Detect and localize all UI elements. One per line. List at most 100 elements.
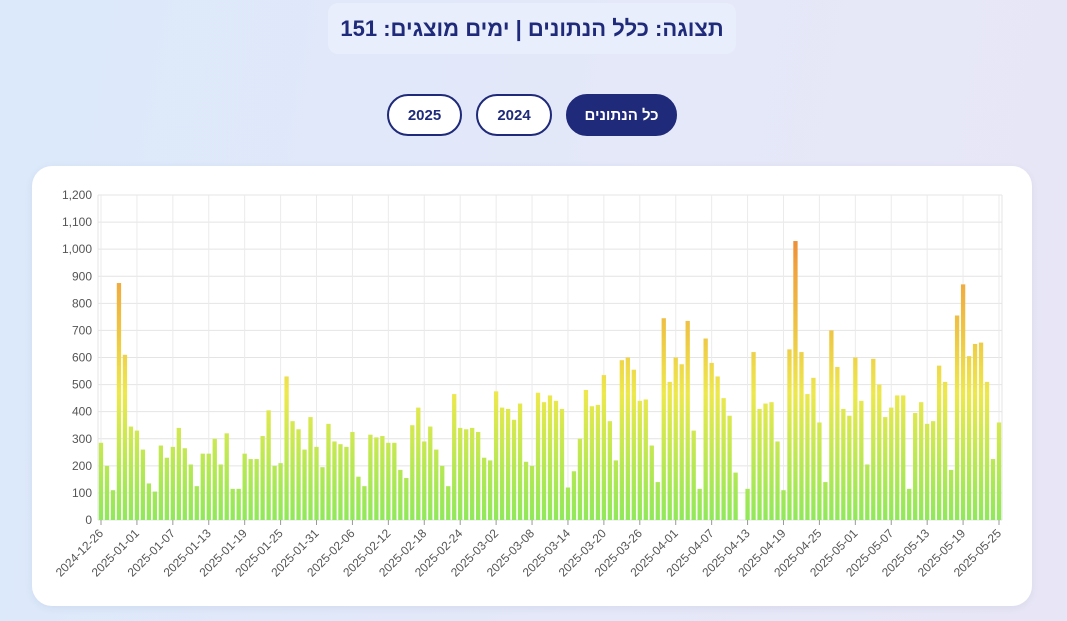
bar[interactable] xyxy=(152,491,158,520)
bar[interactable] xyxy=(206,453,211,520)
bar[interactable] xyxy=(721,398,726,521)
bar[interactable] xyxy=(98,442,104,520)
bar[interactable] xyxy=(529,465,535,520)
bar[interactable] xyxy=(577,438,583,520)
bar[interactable] xyxy=(685,320,690,520)
bar[interactable] xyxy=(877,384,882,520)
bar[interactable] xyxy=(380,436,385,520)
bar[interactable] xyxy=(847,415,852,520)
bar[interactable] xyxy=(290,421,295,520)
filter-all-button[interactable]: כל הנתונים xyxy=(566,94,677,136)
bar[interactable] xyxy=(446,486,451,520)
bar[interactable] xyxy=(715,376,720,520)
bar[interactable] xyxy=(122,354,128,520)
bar[interactable] xyxy=(404,478,409,520)
bar[interactable] xyxy=(547,395,553,520)
bar[interactable] xyxy=(470,427,475,520)
bar[interactable] xyxy=(499,407,505,520)
bar[interactable] xyxy=(350,431,355,520)
bar[interactable] xyxy=(948,469,954,520)
bar[interactable] xyxy=(625,357,630,521)
bar[interactable] xyxy=(655,482,660,520)
bar[interactable] xyxy=(996,422,1002,521)
bar[interactable] xyxy=(266,410,271,520)
bar[interactable] xyxy=(679,364,684,520)
bar[interactable] xyxy=(541,402,547,520)
bar[interactable] xyxy=(595,404,601,520)
bar[interactable] xyxy=(212,438,217,520)
bar[interactable] xyxy=(613,460,619,520)
bar[interactable] xyxy=(589,406,595,520)
bar[interactable] xyxy=(182,448,187,520)
bar[interactable] xyxy=(146,483,152,520)
bar[interactable] xyxy=(194,486,199,520)
bar[interactable] xyxy=(805,394,810,520)
bar[interactable] xyxy=(901,395,906,520)
bar[interactable] xyxy=(931,421,936,520)
bar[interactable] xyxy=(356,476,361,520)
bar[interactable] xyxy=(643,399,648,520)
bar[interactable] xyxy=(571,471,577,520)
bar[interactable] xyxy=(966,356,972,520)
bar[interactable] xyxy=(853,357,858,521)
bar[interactable] xyxy=(763,403,768,520)
bar[interactable] xyxy=(691,430,696,521)
bar[interactable] xyxy=(332,441,337,520)
bar[interactable] xyxy=(487,460,493,520)
bar[interactable] xyxy=(583,390,589,520)
filter-2024-button[interactable]: 2024 xyxy=(476,94,552,136)
bar[interactable] xyxy=(218,464,223,520)
bar[interactable] xyxy=(733,472,738,520)
bar[interactable] xyxy=(769,402,774,520)
bar[interactable] xyxy=(913,413,918,520)
bar[interactable] xyxy=(440,465,445,520)
bar[interactable] xyxy=(458,427,463,520)
bar[interactable] xyxy=(110,490,116,520)
bar[interactable] xyxy=(104,465,110,520)
bar[interactable] xyxy=(829,330,834,520)
bar[interactable] xyxy=(248,459,253,520)
bar[interactable] xyxy=(960,284,966,521)
bar[interactable] xyxy=(422,441,427,520)
bar[interactable] xyxy=(942,381,948,521)
bar[interactable] xyxy=(511,419,517,520)
bar[interactable] xyxy=(619,360,624,520)
bar[interactable] xyxy=(344,446,349,521)
bar[interactable] xyxy=(811,377,816,520)
bar[interactable] xyxy=(200,453,205,520)
bar[interactable] xyxy=(889,407,894,520)
bar[interactable] xyxy=(158,445,164,520)
bar[interactable] xyxy=(865,464,870,520)
bar[interactable] xyxy=(481,457,487,520)
bar[interactable] xyxy=(272,465,277,520)
bar[interactable] xyxy=(410,425,415,520)
bar[interactable] xyxy=(134,430,140,521)
bar[interactable] xyxy=(787,349,792,521)
bar[interactable] xyxy=(176,427,181,520)
bar[interactable] xyxy=(278,463,283,521)
bar[interactable] xyxy=(793,241,798,520)
bar[interactable] xyxy=(661,318,666,520)
bar[interactable] xyxy=(128,426,134,520)
bar[interactable] xyxy=(667,381,672,521)
bar[interactable] xyxy=(452,394,457,520)
bar[interactable] xyxy=(260,436,265,520)
bar[interactable] xyxy=(362,486,367,520)
bar[interactable] xyxy=(799,352,804,520)
bar[interactable] xyxy=(823,482,828,520)
filter-2025-button[interactable]: 2025 xyxy=(387,94,462,136)
bar[interactable] xyxy=(727,415,732,520)
bar[interactable] xyxy=(374,437,379,520)
bar[interactable] xyxy=(907,488,912,520)
bar[interactable] xyxy=(476,431,481,520)
bar[interactable] xyxy=(697,488,702,520)
bar[interactable] xyxy=(781,490,786,520)
bar[interactable] xyxy=(649,445,654,520)
bar[interactable] xyxy=(236,488,241,520)
bar[interactable] xyxy=(936,365,942,521)
bar[interactable] xyxy=(817,422,822,521)
bar[interactable] xyxy=(505,408,511,520)
bar[interactable] xyxy=(164,457,169,520)
bar[interactable] xyxy=(434,449,439,520)
bar[interactable] xyxy=(972,343,978,520)
